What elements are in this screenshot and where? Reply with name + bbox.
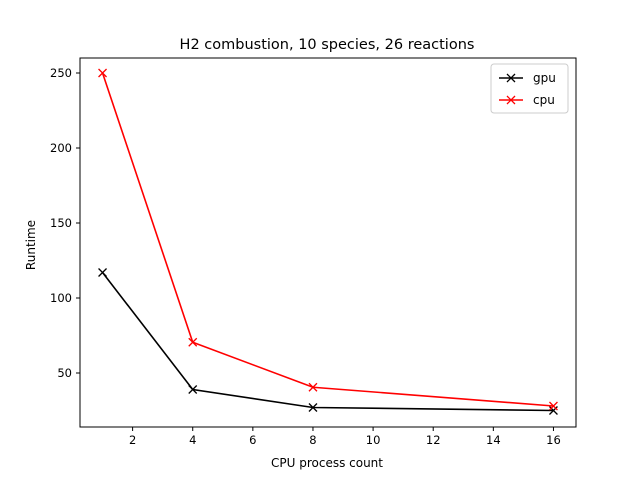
- y-tick-label: 150: [50, 216, 72, 230]
- series-line-cpu: [101, 72, 554, 407]
- legend-label-cpu: cpu: [533, 93, 555, 107]
- x-tick-label: 4: [189, 433, 196, 447]
- data-point-cpu: [98, 68, 108, 78]
- x-tick-label: 14: [486, 433, 501, 447]
- data-point-cpu: [548, 401, 558, 411]
- legend-marker-gpu: [506, 73, 516, 83]
- chart-title: H2 combustion, 10 species, 26 reactions: [180, 37, 475, 53]
- marker-stroke: [98, 68, 108, 78]
- marker-stroke: [548, 401, 558, 411]
- y-axis-label: Runtime: [24, 220, 38, 270]
- data-point-gpu: [308, 403, 318, 412]
- y-tick-label: 50: [57, 366, 72, 380]
- y-tick-label: 200: [50, 141, 72, 155]
- plot-area: 2 4 6 8 10 12 14 16 50 100 150 200 250 gpu cpu: [50, 57, 577, 447]
- data-point-cpu: [308, 382, 318, 392]
- legend-label-gpu: gpu: [533, 71, 556, 85]
- data-point-gpu: [98, 268, 108, 277]
- x-tick-label: 8: [309, 433, 316, 447]
- marker-stroke: [308, 382, 318, 392]
- marker-stroke: [308, 403, 318, 412]
- marker-stroke: [188, 337, 198, 347]
- x-tick-label: 16: [546, 433, 561, 447]
- x-axis-label: CPU process count: [271, 456, 383, 470]
- x-tick-label: 2: [129, 433, 136, 447]
- marker-stroke: [188, 385, 198, 394]
- y-tick-label: 250: [50, 66, 72, 80]
- axes-frame: [79, 57, 577, 428]
- series-line-gpu: [101, 272, 554, 412]
- legend-box: [490, 63, 569, 114]
- marker-stroke: [506, 73, 516, 83]
- x-tick-label: 6: [249, 433, 256, 447]
- marker-stroke: [506, 95, 516, 105]
- x-tick-label: 10: [366, 433, 381, 447]
- data-point-cpu: [188, 337, 198, 347]
- marker-stroke: [98, 268, 108, 277]
- data-point-gpu: [188, 385, 198, 394]
- x-tick-label: 12: [426, 433, 441, 447]
- legend-marker-cpu: [506, 95, 516, 105]
- legend: gpu cpu: [490, 63, 569, 114]
- y-tick-label: 100: [50, 291, 72, 305]
